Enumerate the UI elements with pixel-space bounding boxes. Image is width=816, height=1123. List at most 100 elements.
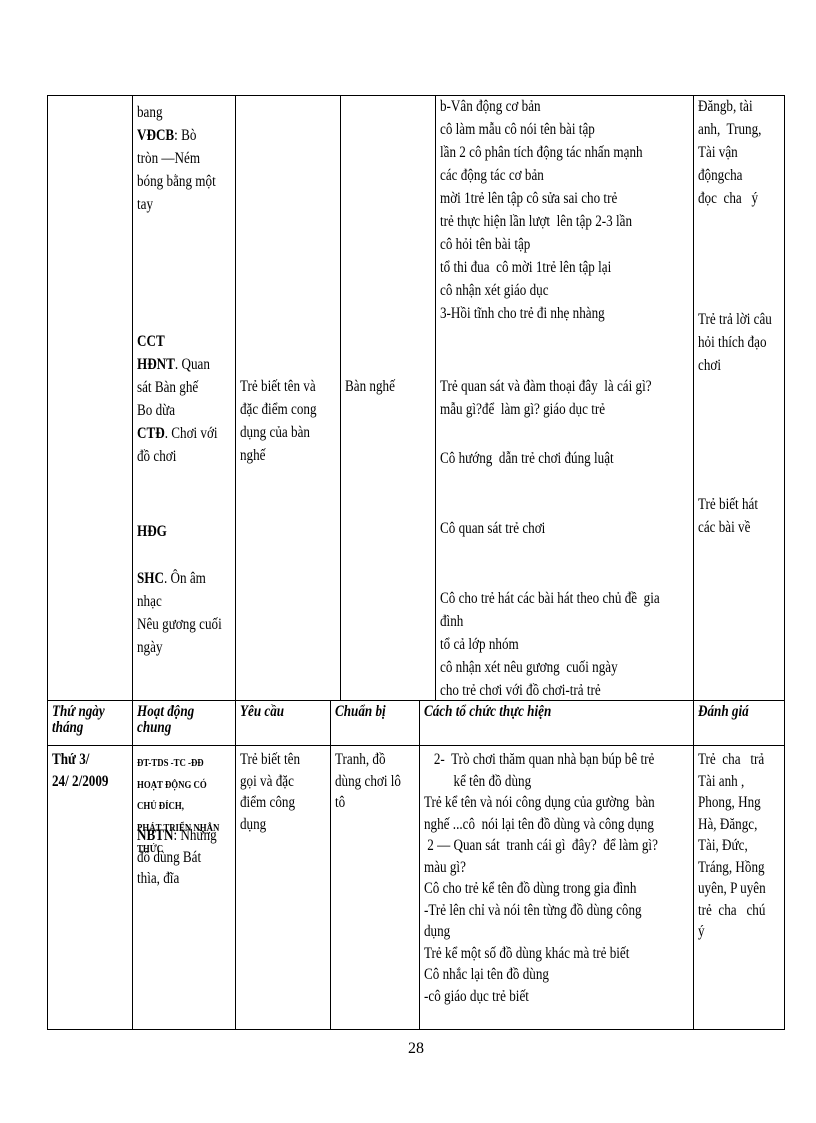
cell-block: Yêu cầu xyxy=(240,704,294,720)
text-line: Phong, Hng xyxy=(698,794,761,811)
text-line: Tài anh , xyxy=(698,772,745,790)
table-row: bang VĐCB: Bò tròn —Ném bóng bằng một tay CCT… xyxy=(0,95,816,700)
text-line: Trẻ cha trả xyxy=(698,751,765,768)
col-rule xyxy=(784,95,785,1030)
text-line: ý xyxy=(698,923,705,940)
text-line: tổ cả lớp nhóm xyxy=(440,636,519,653)
text-line: dụng của bàn xyxy=(240,424,310,441)
col-rule xyxy=(132,95,133,1030)
text-line: đồ dùng Bát xyxy=(137,848,202,866)
cell-block: Cách tổ chức thực hiện xyxy=(424,704,579,720)
cell-block: b-Vân động cơ bản cô làm mẫu cô nói tên b… xyxy=(440,95,687,325)
text-line: các bài về xyxy=(698,519,751,536)
text-line: lần 2 cô phân tích động tác nhấn mạnh xyxy=(440,144,643,161)
text-line: cô làm mẫu cô nói tên bài tập xyxy=(440,121,595,138)
text: . Chơi với xyxy=(164,425,218,442)
text-line: độngcha xyxy=(698,167,743,184)
text-line: Tranh, đồ xyxy=(335,751,386,768)
text-line: Trẻ biết tên và xyxy=(240,378,316,395)
text-line: Yêu cầu xyxy=(240,703,285,720)
text-line: CHỦ ĐÍCH, xyxy=(137,800,184,812)
text-line: tổ thi đua cô mời 1trẻ lên tập lại xyxy=(440,259,612,276)
text-line: Bàn nghế xyxy=(345,378,395,395)
text-line: Cô cho trẻ hát các bài hát theo chủ đề g… xyxy=(440,590,660,607)
text-line: thìa, đĩa xyxy=(137,870,180,887)
text-line: tháng xyxy=(52,719,84,736)
text-line: Trẻ quan sát và đàm thoại đây là cái gì? xyxy=(440,378,652,395)
text-line: kể tên đồ dùng xyxy=(424,772,532,790)
text-line: uyên, P uyên xyxy=(698,880,766,897)
text-line: Tráng, Hồng xyxy=(698,858,765,876)
text-line: Trẻ kể một số đồ dùng khác mà trẻ biết xyxy=(424,944,630,962)
text-line: Trẻ biết hát xyxy=(698,496,759,513)
bold-text: HĐNT xyxy=(137,356,175,373)
text-line: SHC. Ôn âm xyxy=(137,567,222,590)
text-line: HĐG xyxy=(137,520,167,543)
text-line: tròn —Ném xyxy=(137,150,201,167)
cell-block: ĐT-TDS -TC -ĐĐ HOẠT ĐỘNG CÓ CHỦ ĐÍCH, PHÁT … xyxy=(137,753,240,861)
text-line: bang xyxy=(137,104,163,121)
cell-block: HĐG xyxy=(137,520,173,543)
text-line: trẻ cha chú xyxy=(698,901,766,919)
cell-block: Cô hướng dẫn trẻ chơi đúng luật xyxy=(440,447,652,470)
cell-block: 2- Trò chơi thăm quan nhà bạn búp bê trẻ… xyxy=(424,749,709,1007)
text-line: THỨC xyxy=(137,843,164,855)
text: : Bò xyxy=(174,127,197,144)
col-rule xyxy=(435,95,436,700)
cell-block: Đăngb, tài anh, Trung, Tài vận độngcha đọc c… xyxy=(698,95,775,210)
text-line: Thứ 3/ xyxy=(52,749,108,771)
text-line: CCT xyxy=(137,330,218,353)
text-line: 24/ 2/2009 xyxy=(52,771,108,793)
text-line: các động tác cơ bản xyxy=(440,167,544,184)
text-line: 2- Trò chơi thăm quan nhà bạn búp bê trẻ xyxy=(424,751,655,768)
cell-block: bang VĐCB: Bò tròn —Ném bóng bằng một tay xyxy=(137,101,233,216)
bold-text: NBTN xyxy=(137,827,174,844)
text-line: chơi xyxy=(698,357,721,374)
cell-block: Tranh, đồ dùng chơi lô tô xyxy=(335,749,415,814)
text-line: Cô cho trẻ kể tên đồ dùng trong gia đình xyxy=(424,880,637,897)
text-line: Đăngb, tài xyxy=(698,98,753,115)
cell-block: Bàn nghế xyxy=(345,375,406,398)
cell-block: Trẻ trả lời câu hỏi thích đạo chơi xyxy=(698,308,788,377)
text-line: đình xyxy=(440,613,464,630)
text-line: dùng chơi lô xyxy=(335,772,401,790)
cell-block: Trẻ biết tên gọi và đặc điểm công dụng xyxy=(240,749,313,835)
text-line: cô nhận xét giáo dục xyxy=(440,282,549,299)
col-rule xyxy=(235,95,236,1030)
cell-block: Thứ ngày tháng xyxy=(52,704,116,736)
cell-block: Trẻ cha trả Tài anh , Phong, Hng Hà, Đăngc,… xyxy=(698,749,781,943)
text-line: PHÁT TRIỂN NHẬN xyxy=(137,821,220,834)
row-rule xyxy=(47,700,785,701)
text: : Những xyxy=(173,827,217,844)
cell-block: Trẻ biết tên và đặc điểm cong dụng của bàn… xyxy=(240,375,333,467)
cell-block: Cô cho trẻ hát các bài hát theo chủ đề g… xyxy=(440,587,708,700)
cell-block: Cô quan sát trẻ chơi xyxy=(440,517,568,540)
text-line: hỏi thích đạo xyxy=(698,334,767,351)
text-line: sát Bàn ghế xyxy=(137,379,199,396)
text-line: anh, Trung, xyxy=(698,121,762,138)
text-line: -cô giáo dục trẻ biết xyxy=(424,987,529,1005)
text-line: -Trẻ lên chỉ và nói tên từng đồ dùng côn… xyxy=(424,901,642,919)
text-line: VĐCB: Bò xyxy=(137,124,216,147)
text-line: Đánh giá xyxy=(698,703,749,720)
text-line: gọi và đặc xyxy=(240,772,294,790)
text-line: Trẻ kể tên và nói công dụng của gường bà… xyxy=(424,794,655,811)
cell-block: SHC. Ôn âm nhạc Nêu gương cuối ngày xyxy=(137,567,240,659)
bold-text: SHC xyxy=(137,570,164,587)
row-rule xyxy=(47,745,785,746)
col-rule xyxy=(693,95,694,1030)
bold-text: CCT xyxy=(137,333,165,350)
text-line: Tài vận xyxy=(698,144,738,161)
text-line: điểm công xyxy=(240,794,296,811)
text-line: đặc điểm cong xyxy=(240,401,317,418)
text-line: Cách tổ chức thực hiện xyxy=(424,703,552,720)
text-line: 3-Hồi tĩnh cho trẻ đi nhẹ nhàng xyxy=(440,305,605,322)
bold-text: VĐCB xyxy=(137,127,175,144)
text-line: Trẻ biết tên xyxy=(240,751,301,768)
table-row: Thứ 3/24/ 2/2009 ĐT-TDS -TC -ĐĐ HOẠT ĐỘNG … xyxy=(0,745,816,1029)
text: . Quan xyxy=(174,356,210,373)
text-line: đọc cha ý xyxy=(698,190,759,207)
text-line: 2 — Quan sát tranh cái gì đây? để làm gì… xyxy=(424,837,658,854)
text-line: cho trẻ chơi với đồ chơi-trả trẻ xyxy=(440,682,601,699)
col-rule xyxy=(340,95,341,700)
